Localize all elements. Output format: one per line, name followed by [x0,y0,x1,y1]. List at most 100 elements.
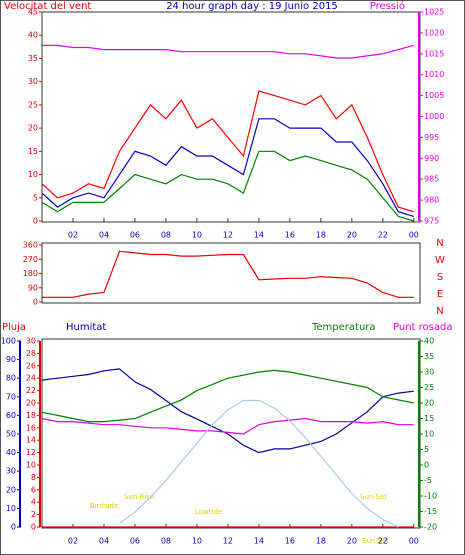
y-tick-label: 270 [23,255,38,264]
x-tick-label: 16 [285,537,295,546]
legend-label: Pluja [2,322,26,333]
y3-tick-label: 14 [26,436,36,445]
y2-tick-label: 985 [424,175,439,184]
x-tick-label: 22 [378,537,388,546]
x-tick-label: 22 [378,231,388,240]
y-tick-label: 10 [28,170,38,179]
y-tick-label: 15 [28,147,38,156]
y-tick-label: 0 [11,523,16,532]
y3-tick-label: 2 [31,510,36,519]
y-tick-label: 5 [33,193,38,202]
y2-tick-label: 1000 [424,112,444,121]
y2-tick-label: 975 [424,217,439,226]
x-tick-label: 10 [192,537,202,546]
y3-tick-label: 20 [26,399,36,408]
y-tick-label: 50 [6,430,16,439]
y2-tick-label: 0 [424,461,429,470]
y-tick-label: 0 [33,298,38,307]
y2-tick-label: 980 [424,196,439,205]
y2-tick-label: 20 [424,399,434,408]
y2-tick-label: 25 [424,383,434,392]
chart-title: 24 hour graph day : 19 Junio 2015 [166,1,338,12]
y3-tick-label: 4 [31,498,36,507]
y3-tick-label: 10 [26,461,36,470]
legend-label: Temperatura [311,322,376,333]
y3-tick-label: 28 [26,349,36,358]
direction-label: E [437,289,443,300]
direction-label: S [437,272,443,283]
series-line [41,369,414,423]
legend-label: Humitat [66,322,106,333]
y-tick-label: 180 [23,269,38,278]
annotation: Sun Set [362,537,389,545]
x-tick-label: 14 [254,537,264,546]
y3-tick-label: 24 [26,374,36,383]
y-tick-label: 20 [28,124,38,133]
legend-label: Punt rosada [393,322,452,333]
x-tick-label: 08 [161,537,171,546]
x-tick-label: 12 [223,231,233,240]
y3-tick-label: 8 [31,473,36,482]
x-tick-label: 14 [254,231,264,240]
x-tick-label: 08 [161,231,171,240]
direction-label: N [436,306,443,317]
x-tick-label: 02 [68,231,78,240]
y2-tick-label: 10 [424,430,434,439]
x-tick-label: 10 [192,231,202,240]
y-tick-label: 100 [1,337,16,346]
y2-tick-label: 1010 [424,70,444,79]
x-tick-label: 20 [347,231,357,240]
series-line [41,118,414,217]
y-tick-label: 10 [6,504,16,513]
y-tick-label: 40 [6,448,16,457]
y3-tick-label: 12 [26,448,36,457]
x-tick-label: 16 [285,231,295,240]
y2-tick-label: 995 [424,133,439,142]
y3-tick-label: 30 [26,337,36,346]
series-line [41,150,414,222]
y-tick-label: 30 [6,467,16,476]
y3-tick-label: 16 [26,423,36,432]
x-tick-label: 12 [223,537,233,546]
y-tick-label: 35 [28,54,38,63]
x-tick-label: 20 [347,537,357,546]
y2-tick-label: 1025 [424,8,444,17]
annotation: Sun Set [360,493,387,501]
y-tick-label: 90 [28,283,38,292]
y2-tick-label: -10 [424,492,437,501]
y2-tick-label: 40 [424,337,434,346]
x-tick-label: 00 [409,537,419,546]
y-label: Velocitat del vent [4,1,91,12]
y-tick-label: 25 [28,100,38,109]
y-tick-label: 45 [28,8,38,17]
y2-tick-label: 1015 [424,49,444,58]
y2-label: Pressió [370,0,405,12]
x-tick-label: 00 [409,231,419,240]
annotation: Sun Rise [124,493,154,501]
direction-label: N [436,238,443,249]
y2-tick-label: 35 [424,352,434,361]
y-tick-label: 80 [6,374,16,383]
y3-tick-label: 6 [31,485,36,494]
x-tick-label: 18 [316,231,326,240]
y3-tick-label: 26 [26,361,36,370]
y2-tick-label: -5 [424,476,432,485]
y3-tick-label: 18 [26,411,36,420]
y2-tick-label: -20 [424,523,437,532]
series-line [42,44,414,59]
y-tick-label: 30 [28,77,38,86]
series-line [41,90,414,213]
y3-tick-label: 0 [31,523,36,532]
y-tick-label: 0 [33,217,38,226]
y-tick-label: 90 [6,355,16,364]
y-tick-label: 360 [23,241,38,250]
y2-tick-label: 5 [424,445,429,454]
y-tick-label: 20 [6,485,16,494]
y3-tick-label: 22 [26,386,36,395]
y2-tick-label: 15 [424,414,434,423]
y-tick-label: 70 [6,392,16,401]
annotation: Birdside [90,502,118,510]
y2-tick-label: 990 [424,154,439,163]
